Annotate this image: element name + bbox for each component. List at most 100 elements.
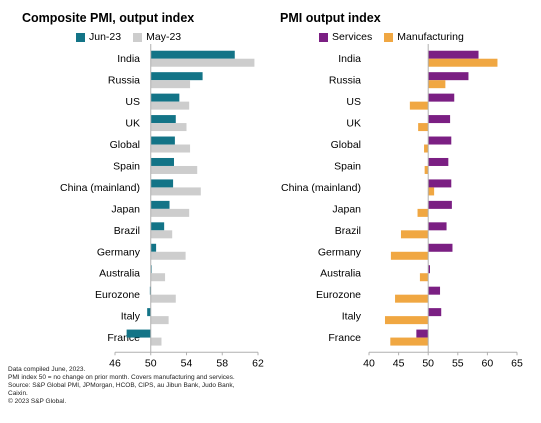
left-bar-may-23	[150, 144, 191, 153]
right-bar-services	[428, 115, 451, 124]
right-category-label: Australia	[320, 268, 361, 280]
left-category-label: Germany	[97, 246, 141, 258]
legend-item-jun-23: Jun-23	[76, 31, 121, 43]
right-bar-services	[428, 179, 452, 188]
left-bar-may-23	[150, 187, 201, 196]
right-bar-manufacturing	[409, 101, 429, 110]
footnote-line: PMI index 50 = no change on prior month.…	[8, 374, 235, 381]
right-bar-services	[428, 308, 442, 317]
right-bar-manufacturing	[428, 80, 446, 89]
left-bar-jun-23	[150, 136, 175, 145]
right-legend: Services Manufacturing	[319, 31, 464, 43]
left-bar-may-23	[150, 251, 186, 260]
left-category-label: India	[117, 53, 140, 65]
right-bar-manufacturing	[395, 294, 429, 303]
left-category-label: Spain	[113, 160, 140, 172]
right-bar-services	[428, 157, 449, 166]
footnote-line: Source: S&P Global PMI, JPMorgan, HCOB, …	[8, 382, 235, 389]
right-bar-services	[428, 72, 469, 81]
left-bar-jun-23	[147, 308, 151, 317]
right-bar-manufacturing	[424, 144, 429, 153]
left-bar-may-23	[150, 165, 198, 174]
left-bar-may-23	[150, 294, 176, 303]
right-bar-manufacturing	[424, 165, 429, 174]
right-x-tick-label: 55	[452, 357, 464, 369]
right-x-tick-label: 50	[422, 357, 434, 369]
left-chart-title: Composite PMI, output index	[22, 11, 195, 25]
left-bar-may-23	[150, 80, 191, 89]
right-bar-manufacturing	[418, 123, 429, 132]
legend-label-may-23: May-23	[146, 31, 182, 43]
legend-swatch-jun-23	[76, 32, 85, 42]
right-category-label: Japan	[332, 203, 361, 215]
right-bar-services	[428, 265, 430, 274]
right-category-label: Global	[331, 139, 361, 151]
left-category-label: US	[125, 96, 140, 108]
right-bar-manufacturing	[390, 337, 429, 346]
footnotes: Data compiled June, 2023. PMI index 50 =…	[8, 366, 308, 406]
right-bar-services	[428, 136, 452, 145]
left-bar-jun-23	[150, 243, 157, 252]
left-bar-may-23	[150, 230, 173, 239]
left-x-tick-label: 54	[181, 357, 193, 369]
left-category-label: Brazil	[114, 225, 140, 237]
right-category-label: Brazil	[335, 225, 361, 237]
left-bar-jun-23	[150, 157, 174, 166]
right-category-label: India	[338, 53, 361, 65]
right-bar-services	[428, 93, 455, 102]
legend-item-manufacturing: Manufacturing	[384, 31, 464, 43]
footnote-line: Data compiled June, 2023.	[8, 366, 86, 373]
legend-label-jun-23: Jun-23	[89, 31, 122, 43]
left-bar-jun-23	[150, 93, 180, 102]
right-bar-manufacturing	[400, 230, 429, 239]
left-bar-may-23	[150, 58, 255, 67]
right-category-label: Eurozone	[316, 289, 361, 301]
left-x-tick-label: 46	[109, 357, 121, 369]
legend-swatch-may-23	[133, 32, 143, 42]
left-category-label: Global	[110, 139, 140, 151]
left-x-tick-label: 58	[216, 357, 228, 369]
footnote-line: Caixin.	[8, 390, 28, 397]
right-bar-manufacturing	[417, 208, 429, 217]
left-category-label: China (mainland)	[60, 182, 140, 194]
right-bar-services	[428, 243, 453, 252]
legend-item-services: Services	[319, 31, 372, 43]
right-bar-services	[416, 329, 429, 338]
right-bar-manufacturing	[419, 273, 429, 282]
left-x-tick-label: 62	[252, 357, 264, 369]
left-bar-jun-23	[150, 179, 174, 188]
right-category-label: France	[328, 332, 361, 344]
right-category-label: UK	[346, 118, 361, 130]
right-bar-manufacturing	[384, 316, 429, 325]
legend-swatch-manufacturing	[384, 32, 394, 42]
left-bar-may-23	[150, 337, 162, 346]
right-bar-manufacturing	[390, 251, 429, 260]
right-x-tick-label: 65	[511, 357, 523, 369]
right-bar-manufacturing	[428, 187, 435, 196]
left-bar-jun-23	[150, 115, 176, 124]
left-bar-may-23	[150, 316, 169, 325]
legend-swatch-services	[319, 32, 328, 42]
right-bar-manufacturing	[428, 58, 498, 67]
left-category-label: UK	[125, 118, 140, 130]
left-category-label: Russia	[108, 75, 140, 87]
right-category-label: China (mainland)	[281, 182, 361, 194]
right-category-label: US	[346, 96, 361, 108]
left-bar-may-23	[150, 101, 190, 110]
left-x-tick-label: 50	[145, 357, 157, 369]
left-category-label: Japan	[111, 203, 140, 215]
left-bar-jun-23	[150, 200, 170, 209]
left-bar-may-23	[150, 273, 166, 282]
right-x-tick-label: 40	[363, 357, 375, 369]
left-category-label: Australia	[99, 268, 140, 280]
left-category-label: Eurozone	[95, 289, 140, 301]
right-x-tick-label: 60	[482, 357, 494, 369]
right-category-label: Germany	[318, 246, 362, 258]
right-x-tick-label: 45	[393, 357, 405, 369]
legend-label-services: Services	[332, 31, 373, 43]
left-legend: Jun-23 May-23	[76, 31, 181, 43]
left-bar-jun-23	[150, 50, 235, 59]
right-category-label: Italy	[342, 311, 362, 323]
right-category-label: Russia	[329, 75, 361, 87]
